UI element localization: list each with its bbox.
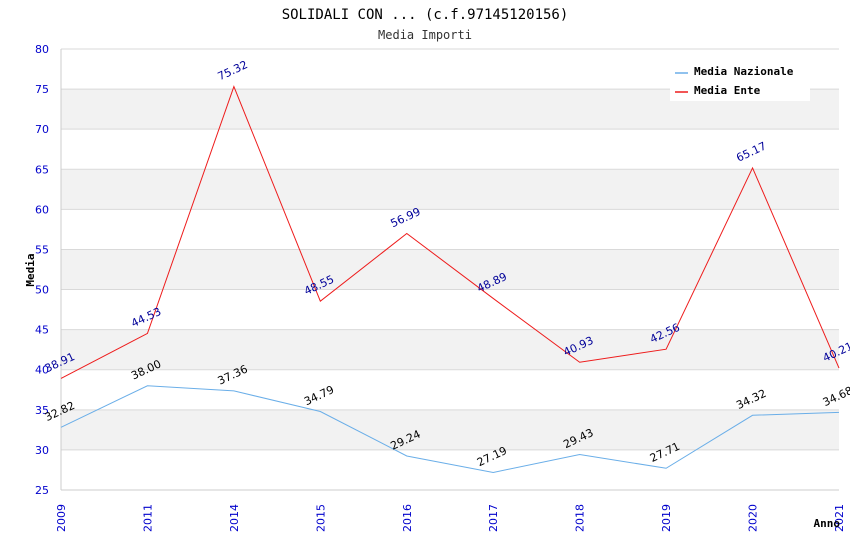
- grid-band: [61, 249, 839, 290]
- y-axis-label: Media: [24, 253, 37, 286]
- y-tick-label: 65: [35, 163, 49, 176]
- y-tick-label: 55: [35, 243, 49, 256]
- legend: Media Nazionale Media Ente: [670, 58, 810, 101]
- legend-box: [670, 58, 810, 101]
- data-label-ente: 75.32: [216, 58, 250, 83]
- y-tick-label: 25: [35, 484, 49, 497]
- series-lines: [60, 85, 840, 473]
- grid-band: [61, 169, 839, 210]
- x-axis-label: Anno: [814, 517, 841, 530]
- x-tick-label: 2019: [660, 504, 673, 532]
- x-tick-label: 2018: [574, 504, 587, 532]
- grid-band: [61, 409, 839, 450]
- series-line-ente: [60, 85, 840, 379]
- x-tick-label: 2014: [228, 504, 241, 532]
- legend-label-ente: Media Ente: [694, 84, 761, 97]
- legend-label-nazionale: Media Nazionale: [694, 65, 794, 78]
- data-label-ente: 65.17: [734, 140, 768, 165]
- x-tick-label: 2009: [55, 504, 68, 532]
- x-tick-label: 2011: [141, 504, 154, 532]
- x-tick-labels: 2009 2011 2014 2015 2016 2017 2018 2019 2020 2021: [55, 504, 846, 532]
- y-tick-label: 35: [35, 404, 49, 417]
- y-tick-label: 40: [35, 364, 49, 377]
- x-tick-label: 2021: [833, 504, 846, 532]
- y-tick-labels: 25 30 35 40 45 50 55 60 65 70 75 80: [35, 43, 49, 497]
- x-tick-label: 2015: [314, 504, 327, 532]
- x-tick-label: 2020: [747, 504, 760, 532]
- y-tick-label: 60: [35, 203, 49, 216]
- x-tick-label: 2016: [401, 504, 414, 532]
- y-tick-label: 30: [35, 444, 49, 457]
- data-label-ente: 44.53: [129, 305, 163, 330]
- data-label-ente: 38.91: [43, 350, 77, 375]
- y-tick-label: 75: [35, 83, 49, 96]
- y-tick-label: 50: [35, 284, 49, 297]
- data-label-nazionale: 34.79: [302, 383, 336, 408]
- y-tick-label: 45: [35, 324, 49, 337]
- chart-title: SOLIDALI CON ... (c.f.97145120156): [282, 7, 569, 23]
- data-label-nazionale: 34.68: [821, 384, 850, 409]
- background-bands: [61, 89, 839, 450]
- data-label-nazionale: 34.32: [734, 387, 768, 412]
- y-tick-label: 70: [35, 123, 49, 136]
- x-tick-label: 2017: [487, 504, 500, 532]
- grid-band: [61, 329, 839, 370]
- y-tick-label: 80: [35, 43, 49, 56]
- chart-subtitle: Media Importi: [378, 28, 472, 42]
- series-line-nazionale: [60, 385, 840, 473]
